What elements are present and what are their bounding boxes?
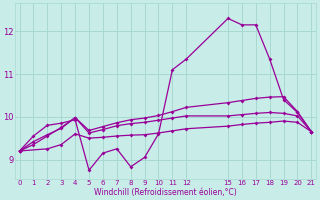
X-axis label: Windchill (Refroidissement éolien,°C): Windchill (Refroidissement éolien,°C): [94, 188, 237, 197]
